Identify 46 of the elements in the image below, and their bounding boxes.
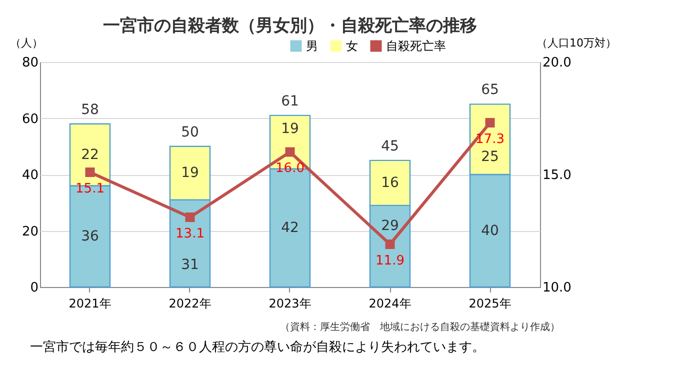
- point: [485, 118, 495, 128]
- data-label: 31: [181, 257, 199, 274]
- y2-tick-label: 10.0: [542, 280, 572, 296]
- x-tick-label: 2025年: [468, 296, 512, 310]
- chart-title: 一宮市の自殺者数（男女別）・自殺死亡率の推移: [103, 16, 477, 36]
- y-axis-title: （人）: [10, 36, 43, 50]
- y2-tick-label: 15.0: [542, 168, 572, 183]
- x-tick-label: 2024年: [368, 296, 412, 310]
- data-label: 13.1: [176, 226, 204, 242]
- total-label: 65: [481, 82, 499, 98]
- legend-label: 自殺死亡率: [386, 39, 446, 53]
- legend-label: 男: [306, 39, 318, 53]
- point: [285, 147, 295, 157]
- text: 一宮市では毎年約５０～６０人程の方の尊い命が自殺により失われています。: [30, 339, 485, 355]
- legend-label: 女: [346, 39, 358, 53]
- data-label: 40: [481, 222, 499, 239]
- data-label: 11.9: [376, 253, 404, 268]
- x-tick-label: 2022年: [168, 296, 212, 310]
- point: [185, 212, 195, 222]
- y2-tick-label: 20.0: [542, 56, 572, 70]
- x-tick-label: 2021年: [68, 296, 112, 310]
- data-label: 36: [81, 228, 99, 244]
- data-label: 16.0: [276, 161, 304, 176]
- data-label: 19: [281, 120, 299, 137]
- y-tick-label: 20: [22, 224, 38, 240]
- data-label: 42: [281, 220, 299, 236]
- data-label: 17.3: [476, 132, 504, 147]
- total-label: 58: [81, 102, 99, 118]
- data-label: 29: [381, 218, 399, 234]
- total-label: 61: [281, 93, 299, 110]
- y-tick-label: 0: [30, 280, 38, 296]
- y-tick-label: 40: [22, 168, 38, 183]
- x-tick-label: 2023年: [268, 296, 312, 310]
- data-label: 22: [81, 146, 99, 163]
- y-tick-label: 80: [22, 56, 38, 70]
- data-label: 15.1: [76, 181, 104, 196]
- data-label: 19: [181, 165, 199, 182]
- total-label: 45: [381, 138, 399, 154]
- data-label: 16: [381, 174, 399, 191]
- point: [385, 240, 395, 249]
- total-label: 50: [181, 124, 199, 140]
- point: [85, 168, 95, 177]
- y2-axis-title: （人口10万対）: [536, 36, 616, 50]
- text: （資料：厚生労働省 地域における自殺の基礎資料より作成）: [280, 321, 560, 333]
- y-tick-label: 60: [22, 112, 38, 127]
- data-label: 25: [481, 148, 499, 165]
